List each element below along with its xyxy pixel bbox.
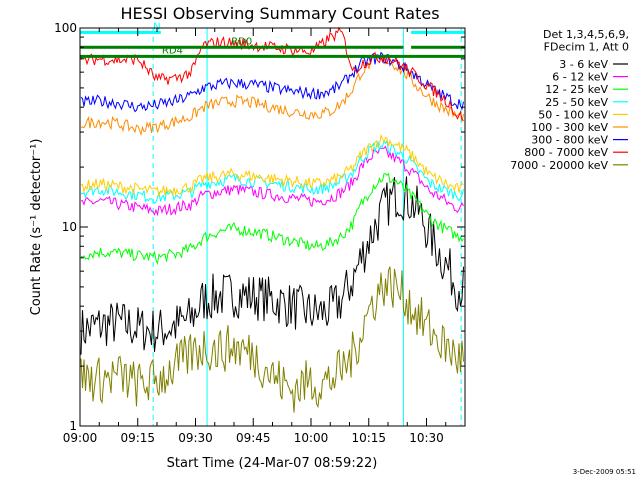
legend-entry-label: 300 - 800 keV <box>531 134 608 147</box>
plot-series <box>80 26 464 413</box>
series-line <box>80 26 464 121</box>
legend-entry-label: 6 - 12 keV <box>552 71 608 84</box>
legend-entry-label: 3 - 6 keV <box>559 58 608 71</box>
annotation-bar-label: RD4 <box>162 45 183 56</box>
series-line <box>80 176 464 355</box>
legend-entry-label: 800 - 7000 keV <box>524 146 608 159</box>
vertical-markers <box>79 28 462 426</box>
axis-ticks: 09:00 09:15 09:30 09:45 10:00 10:15 10:30 1 10 10… <box>54 21 466 445</box>
annotation-bar-label: N <box>153 21 160 32</box>
annotation-bar <box>80 30 161 34</box>
legend-entry-label: 25 - 50 keV <box>545 96 608 109</box>
y-tick-label: 10 <box>62 220 77 234</box>
x-tick-label: 09:00 <box>63 431 98 445</box>
y-axis-label: Count Rate (s⁻¹ detector⁻¹) <box>29 139 44 316</box>
x-tick-label: 09:15 <box>120 431 155 445</box>
x-axis-label: Start Time (24-Mar-07 08:59:22) <box>167 456 378 471</box>
series-line <box>80 54 464 137</box>
series-line <box>80 139 464 204</box>
legend-entry-label: 7000 - 20000 keV <box>510 159 608 172</box>
y-tick-label: 1 <box>69 419 77 433</box>
annotation-bar <box>80 54 465 58</box>
x-tick-label: 09:45 <box>236 431 271 445</box>
x-tick-label: 10:00 <box>294 431 329 445</box>
annotation-bar <box>80 45 404 49</box>
series-line <box>80 133 464 197</box>
legend-header-line: Det 1,3,4,5,6,9, <box>543 28 629 41</box>
x-tick-label: 10:15 <box>351 431 386 445</box>
annotation-bar <box>411 30 465 34</box>
x-tick-label: 10:30 <box>409 431 444 445</box>
footer-date: 3-Dec-2009 05:51 <box>573 468 636 476</box>
legend-entry-label: 100 - 300 keV <box>531 121 608 134</box>
legend: Det 1,3,4,5,6,9,FDecim 1, Att 0 3 - 6 keV… <box>510 28 629 172</box>
series-line <box>81 145 464 217</box>
annotation-bars: N RD0 RD4 <box>80 21 465 58</box>
legend-entry-label: 12 - 25 keV <box>545 83 608 96</box>
series-line <box>80 266 464 413</box>
x-tick-label: 09:30 <box>178 431 213 445</box>
chart-title: HESSI Observing Summary Count Rates <box>120 4 439 23</box>
series-line <box>80 172 464 266</box>
annotation-bar <box>411 45 465 49</box>
legend-header-line: FDecim 1, Att 0 <box>544 41 629 54</box>
legend-entry-label: 50 - 100 keV <box>538 108 608 121</box>
annotation-bar-label: RD0 <box>231 36 252 47</box>
y-tick-label: 100 <box>54 21 77 35</box>
